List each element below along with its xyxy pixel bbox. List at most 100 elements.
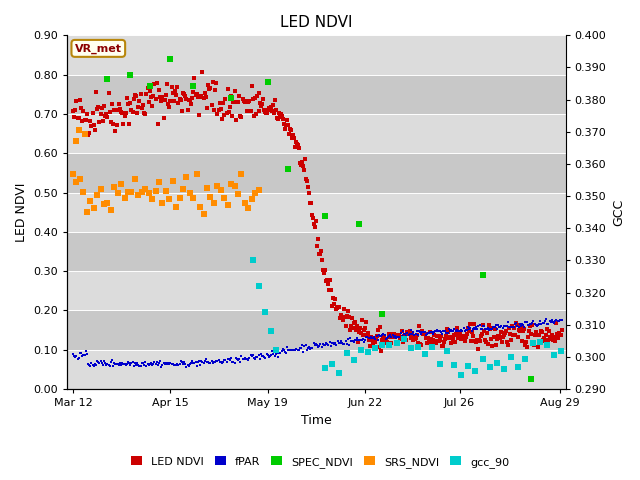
Point — [499, 322, 509, 330]
Point — [98, 117, 108, 124]
Point — [328, 339, 338, 347]
Point — [542, 325, 552, 333]
Point — [527, 319, 538, 327]
Point — [189, 74, 200, 82]
Point — [188, 359, 198, 366]
Point — [336, 337, 346, 345]
Point — [212, 357, 223, 365]
Point — [94, 360, 104, 367]
Point — [540, 337, 550, 345]
Point — [396, 329, 406, 337]
Point — [524, 321, 534, 329]
Point — [209, 199, 219, 206]
Point — [95, 110, 106, 118]
Point — [259, 106, 269, 113]
Point — [221, 359, 232, 366]
Point — [349, 338, 359, 346]
Point — [359, 326, 369, 334]
Point — [161, 187, 171, 195]
Point — [438, 342, 448, 350]
Point — [504, 324, 515, 332]
Point — [346, 337, 356, 345]
Point — [104, 361, 114, 369]
Point — [454, 331, 464, 338]
Point — [316, 341, 326, 348]
Point — [168, 177, 178, 185]
Point — [154, 359, 164, 367]
Point — [522, 343, 532, 351]
Point — [360, 324, 371, 331]
Point — [76, 349, 86, 357]
Point — [412, 331, 422, 339]
Point — [126, 106, 136, 113]
Point — [285, 346, 296, 354]
Point — [442, 329, 452, 337]
Point — [226, 354, 236, 361]
Point — [345, 326, 355, 334]
Point — [367, 335, 377, 342]
Point — [109, 183, 120, 191]
Point — [181, 173, 191, 181]
Point — [537, 328, 547, 336]
Bar — [67, 232, 566, 271]
Point — [226, 180, 236, 188]
Point — [335, 314, 346, 322]
Point — [423, 329, 433, 337]
Point — [548, 318, 558, 325]
Point — [90, 126, 100, 133]
Point — [471, 337, 481, 345]
Point — [490, 321, 500, 329]
Point — [141, 90, 152, 97]
Point — [70, 106, 81, 113]
Point — [500, 329, 510, 336]
Point — [74, 114, 84, 122]
Point — [359, 338, 369, 346]
Point — [435, 327, 445, 335]
Point — [336, 312, 346, 319]
Point — [226, 92, 236, 100]
Point — [387, 330, 397, 338]
Point — [209, 358, 219, 365]
Point — [413, 331, 423, 338]
Point — [447, 334, 457, 341]
Point — [205, 360, 216, 367]
Point — [117, 109, 127, 117]
Point — [262, 79, 273, 86]
Point — [237, 356, 248, 363]
Point — [330, 339, 340, 347]
Point — [522, 318, 532, 325]
Point — [355, 336, 365, 344]
Point — [477, 356, 488, 363]
Point — [494, 324, 504, 331]
Point — [420, 332, 431, 339]
Point — [137, 104, 147, 112]
Point — [399, 330, 409, 338]
Point — [109, 106, 120, 114]
Point — [518, 321, 528, 328]
Point — [388, 333, 399, 341]
Point — [324, 338, 335, 346]
Point — [262, 109, 272, 117]
Point — [143, 189, 154, 196]
Point — [156, 97, 166, 105]
Point — [432, 326, 442, 334]
Point — [218, 99, 228, 107]
Point — [511, 319, 522, 327]
Point — [265, 105, 275, 113]
Point — [496, 328, 506, 336]
Point — [198, 210, 209, 218]
Point — [402, 328, 412, 336]
Point — [298, 162, 308, 170]
Point — [435, 336, 445, 344]
Point — [486, 325, 496, 333]
Point — [492, 359, 502, 367]
Point — [223, 201, 233, 209]
Point — [106, 206, 116, 214]
Point — [415, 340, 425, 348]
Point — [143, 361, 154, 369]
Point — [298, 348, 308, 356]
Point — [383, 339, 393, 347]
Bar — [67, 192, 566, 232]
Point — [388, 334, 398, 341]
Point — [129, 96, 139, 103]
